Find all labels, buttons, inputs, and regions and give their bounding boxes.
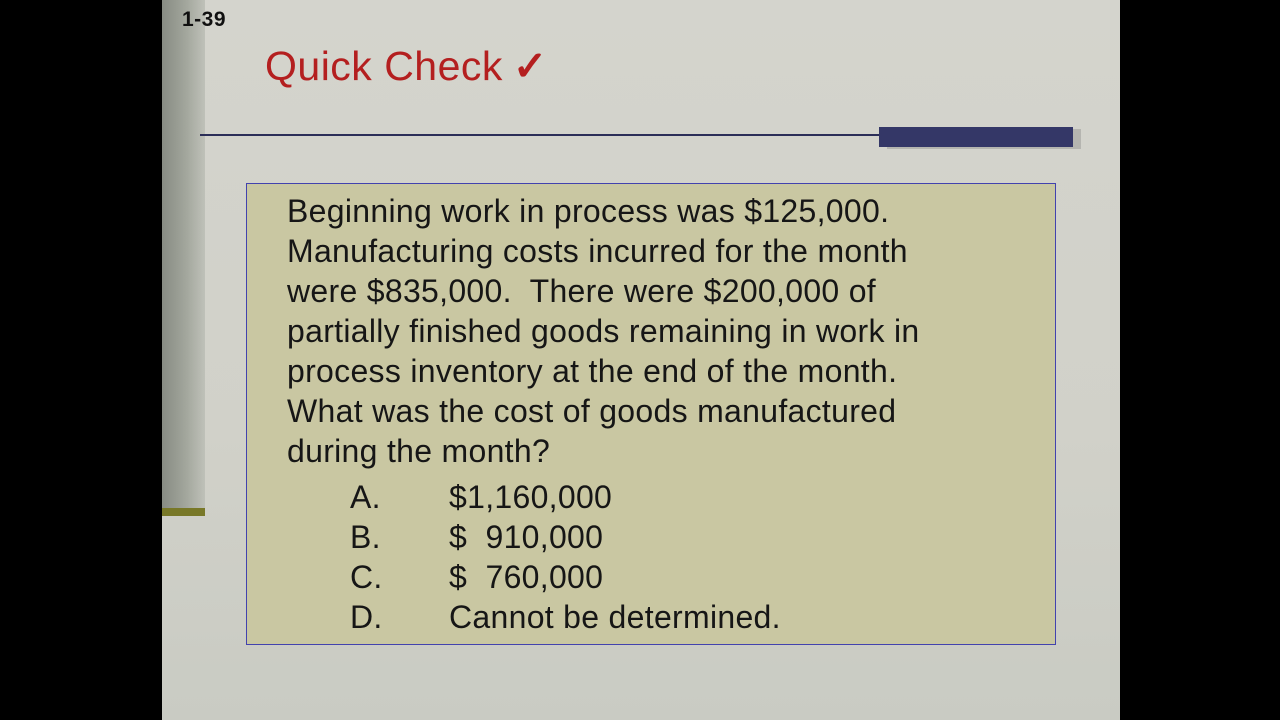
option-value: $ 910,000 xyxy=(449,519,604,555)
question-line: Beginning work in process was $125,000. xyxy=(287,193,890,229)
answer-option-d: D. Cannot be determined. xyxy=(287,597,1045,637)
option-value: $ 760,000 xyxy=(449,559,604,595)
slide-number: 1-39 xyxy=(182,8,227,31)
question-line: Manufacturing costs incurred for the mon… xyxy=(287,233,908,269)
question-line: What was the cost of goods manufactured xyxy=(287,393,897,429)
question-box: Beginning work in process was $125,000. … xyxy=(246,183,1056,645)
option-letter: A. xyxy=(350,479,381,515)
answer-option-c: C. $ 760,000 xyxy=(287,557,1045,597)
answer-option-b: B. $ 910,000 xyxy=(287,517,1045,557)
question-line: during the month? xyxy=(287,433,551,469)
question-line: partially finished goods remaining in wo… xyxy=(287,313,920,349)
slide-title-text: Quick Check xyxy=(265,43,503,89)
slide-title: Quick Check ✓ xyxy=(265,42,548,90)
option-value: $1,160,000 xyxy=(449,479,613,515)
option-letter: C. xyxy=(350,559,383,595)
title-underline xyxy=(200,134,880,136)
left-accent-bar xyxy=(162,0,205,508)
option-value: Cannot be determined. xyxy=(449,599,781,635)
option-letter: D. xyxy=(350,599,383,635)
answer-options: A. $1,160,000 B. $ 910,000 C. $ 760,000 … xyxy=(287,477,1045,637)
answer-option-a: A. $1,160,000 xyxy=(287,477,1045,517)
checkmark-icon: ✓ xyxy=(512,43,548,89)
title-accent-block xyxy=(879,127,1073,147)
option-letter: B. xyxy=(350,519,381,555)
question-line: process inventory at the end of the mont… xyxy=(287,353,898,389)
question-line: were $835,000. There were $200,000 of xyxy=(287,273,876,309)
olive-accent-line xyxy=(162,508,205,516)
slide: 1-39 Quick Check ✓ Beginning work in proc… xyxy=(162,0,1120,720)
